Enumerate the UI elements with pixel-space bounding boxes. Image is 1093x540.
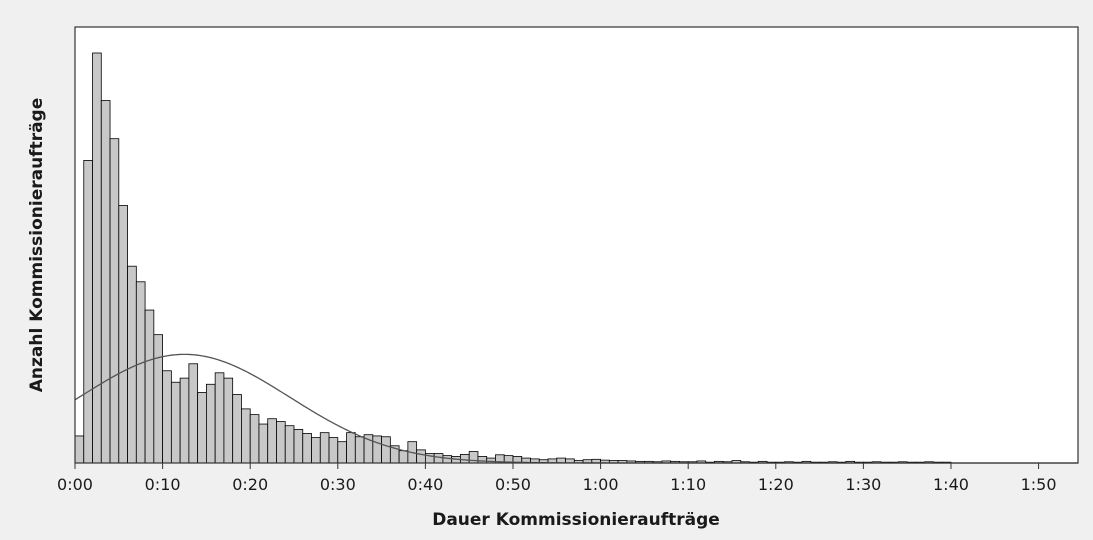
histogram-bar	[223, 377, 234, 464]
x-tick-label: 0:20	[232, 475, 268, 494]
x-tick-label: 1:20	[758, 475, 794, 494]
x-tick-label: 0:30	[320, 475, 356, 494]
x-tick-label: 0:10	[145, 475, 181, 494]
histogram-bar	[460, 453, 470, 464]
histogram-bar	[170, 381, 181, 464]
histogram-bar	[179, 377, 190, 464]
histogram-bar	[241, 408, 251, 464]
plot-area	[75, 27, 1078, 463]
histogram-bar	[267, 418, 277, 464]
histogram-bar	[144, 309, 155, 464]
histogram-bar	[135, 281, 146, 464]
histogram-bar	[354, 436, 365, 464]
histogram-bar	[311, 437, 321, 464]
histogram-bar	[74, 435, 85, 464]
x-tick-label: 1:40	[933, 475, 969, 494]
histogram-bar	[381, 436, 391, 464]
histogram-bar	[346, 432, 356, 464]
histogram-bar	[153, 334, 163, 464]
plot-frame	[74, 26, 1079, 464]
histogram-bar	[109, 138, 120, 464]
histogram-bar	[197, 392, 207, 464]
x-tick-label: 0:00	[57, 475, 93, 494]
histogram-bar	[205, 383, 216, 464]
histogram-bar	[162, 370, 172, 464]
histogram-bar	[302, 433, 312, 464]
histogram-bar	[442, 455, 453, 464]
histogram-bar	[337, 441, 347, 464]
y-axis-title: Anzahl Kommissionieraufträge	[27, 98, 47, 393]
x-tick-label: 0:50	[495, 475, 531, 494]
histogram-bar	[127, 265, 137, 464]
x-tick-label: 1:00	[583, 475, 619, 494]
histogram-bar	[398, 450, 409, 464]
histogram-bar	[232, 394, 242, 464]
histogram-bar	[276, 421, 286, 464]
histogram-bar	[328, 437, 339, 464]
histogram-bar	[293, 428, 304, 464]
x-axis-ticks: 0:00 0:10 0:20 0:30 0:40 0:50 1:00 1:10 1:20 1:30…	[57, 463, 1057, 494]
x-axis-title: Dauer Kommissionieraufträge	[432, 510, 720, 530]
x-tick-label: 0:40	[407, 475, 443, 494]
histogram-bar	[214, 372, 225, 464]
histogram-bar	[433, 453, 444, 464]
histogram-bar	[372, 435, 382, 464]
x-tick-label: 1:30	[845, 475, 881, 494]
histogram-bar	[416, 449, 426, 464]
histogram-bar	[118, 205, 128, 464]
histogram-bar	[83, 160, 93, 464]
histogram-bar	[92, 52, 102, 464]
histogram-bar	[486, 457, 496, 464]
x-tick-label: 1:10	[670, 475, 706, 494]
histogram-bar	[188, 363, 199, 464]
x-tick-label: 1:50	[1021, 475, 1057, 494]
histogram-bar	[319, 432, 330, 464]
histogram-bar	[284, 425, 295, 464]
histogram-bar	[100, 100, 111, 464]
histogram-bar	[249, 414, 260, 464]
histogram-bar	[477, 456, 488, 464]
histogram-bar	[258, 423, 269, 464]
